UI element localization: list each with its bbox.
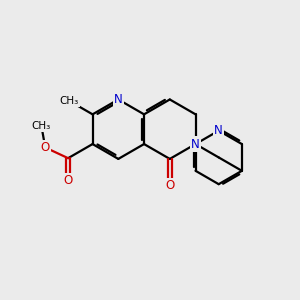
Text: O: O xyxy=(165,179,174,192)
Text: N: N xyxy=(114,93,123,106)
Text: N: N xyxy=(191,138,200,151)
Text: CH₃: CH₃ xyxy=(32,121,51,130)
Text: CH₃: CH₃ xyxy=(60,96,79,106)
Text: N: N xyxy=(214,124,223,137)
Text: O: O xyxy=(64,174,73,187)
Text: O: O xyxy=(40,141,50,154)
